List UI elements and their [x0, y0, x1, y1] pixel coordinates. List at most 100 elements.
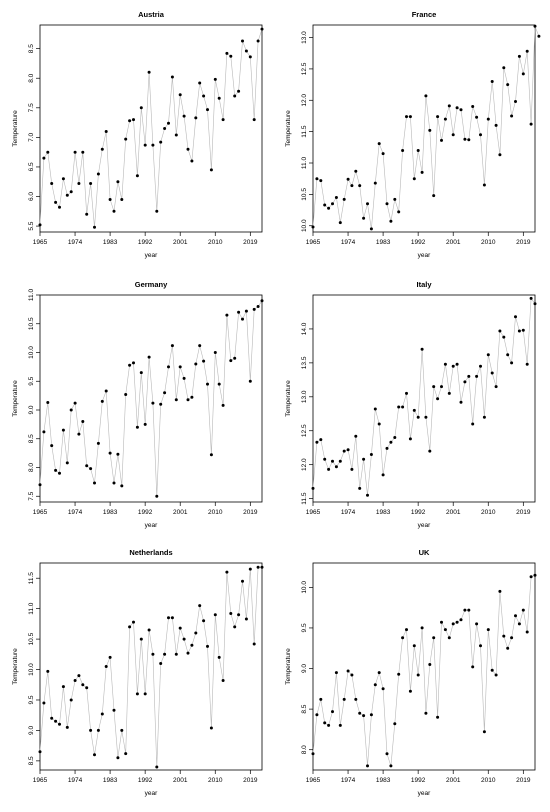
data-point [120, 728, 124, 732]
data-point [112, 708, 116, 712]
data-point [350, 184, 354, 188]
data-point [506, 353, 510, 357]
data-point [225, 51, 229, 55]
data-point [393, 722, 397, 726]
data-point [206, 382, 209, 386]
x-tick-label: 2001 [173, 777, 188, 784]
data-point [93, 753, 96, 757]
data-point [502, 335, 506, 339]
y-tick-label: 7.0 [28, 132, 35, 141]
data-point [529, 296, 533, 300]
data-point [248, 55, 252, 59]
x-tick-label: 1992 [411, 509, 426, 516]
data-point [517, 329, 521, 333]
data-point [73, 679, 77, 682]
plot-frame [39, 294, 263, 503]
y-axis-label: Temperature [285, 110, 292, 147]
data-point [202, 619, 206, 623]
data-point [385, 752, 389, 756]
data-point [416, 149, 420, 152]
data-point [420, 347, 424, 351]
data-point [443, 117, 447, 121]
data-point [385, 202, 389, 206]
x-axis-label: year [145, 522, 158, 529]
x-tick-label: 2010 [481, 239, 496, 246]
data-point [209, 168, 213, 172]
data-point [416, 415, 420, 419]
data-point [338, 723, 342, 727]
data-point [471, 665, 475, 669]
data-point [120, 198, 124, 201]
data-point [397, 210, 401, 214]
data-point [463, 137, 467, 141]
data-point [389, 764, 393, 768]
data-point [443, 628, 447, 632]
plot-frame [312, 562, 536, 771]
data-point [198, 81, 202, 85]
chart-title: Austria [138, 10, 165, 19]
chart-title: France [412, 10, 437, 19]
panel-italy: Italy 1965 1974 1983 1992 2001 2010 2019 11.5 12.… [285, 280, 537, 529]
data-point [408, 689, 412, 693]
data-point [252, 307, 256, 311]
data-point [132, 118, 135, 122]
data-point [89, 182, 93, 185]
data-point [482, 183, 486, 187]
data-point [85, 464, 89, 468]
x-tick-label: 1992 [411, 777, 426, 784]
data-point [381, 152, 385, 156]
x-tick-label: 1992 [138, 239, 153, 246]
data-point [498, 153, 502, 157]
panel-germany: Germany 1965 1974 1983 1992 2001 2010 2019 7.5 8.… [12, 280, 264, 529]
data-point [194, 116, 198, 120]
data-point [510, 636, 514, 640]
y-tick-label: 10.5 [28, 317, 35, 330]
data-point [412, 644, 416, 648]
x-axis-label: year [145, 790, 158, 797]
data-point [362, 216, 366, 220]
data-point [233, 356, 237, 360]
data-point [54, 468, 58, 472]
data-point [482, 415, 486, 419]
data-point [50, 182, 54, 185]
data-point [455, 620, 459, 624]
data-point [96, 441, 100, 445]
data-point [412, 177, 416, 181]
data-point [471, 105, 475, 108]
series-line [39, 566, 262, 768]
data-point [155, 765, 159, 769]
data-point [38, 750, 42, 754]
chart-title: Germany [135, 280, 168, 289]
data-point [420, 626, 424, 630]
data-point [342, 449, 346, 453]
data-point [447, 104, 451, 108]
data-point [323, 203, 327, 207]
data-point [104, 665, 108, 668]
data-point [389, 440, 393, 444]
x-tick-label: 2010 [481, 509, 496, 516]
y-tick-label: 8.5 [28, 434, 35, 443]
series-line [312, 26, 540, 229]
data-point [514, 315, 517, 319]
x-tick-label: 1965 [306, 777, 321, 784]
data-point [260, 299, 264, 303]
data-point [521, 608, 525, 612]
data-point [233, 625, 237, 629]
data-point [377, 142, 381, 146]
data-point [143, 422, 147, 426]
y-tick-label: 9.5 [28, 376, 35, 385]
data-point [506, 83, 510, 87]
data-point [319, 438, 323, 442]
y-tick-label: 13.0 [301, 31, 308, 44]
x-tick-label: 2019 [243, 239, 258, 246]
data-point [358, 711, 362, 715]
data-point [186, 147, 190, 151]
data-point [81, 420, 85, 423]
data-point [373, 683, 377, 687]
data-point [354, 434, 358, 438]
data-point [436, 115, 440, 119]
data-point [61, 685, 65, 689]
data-point [170, 616, 174, 620]
data-point [202, 359, 206, 363]
